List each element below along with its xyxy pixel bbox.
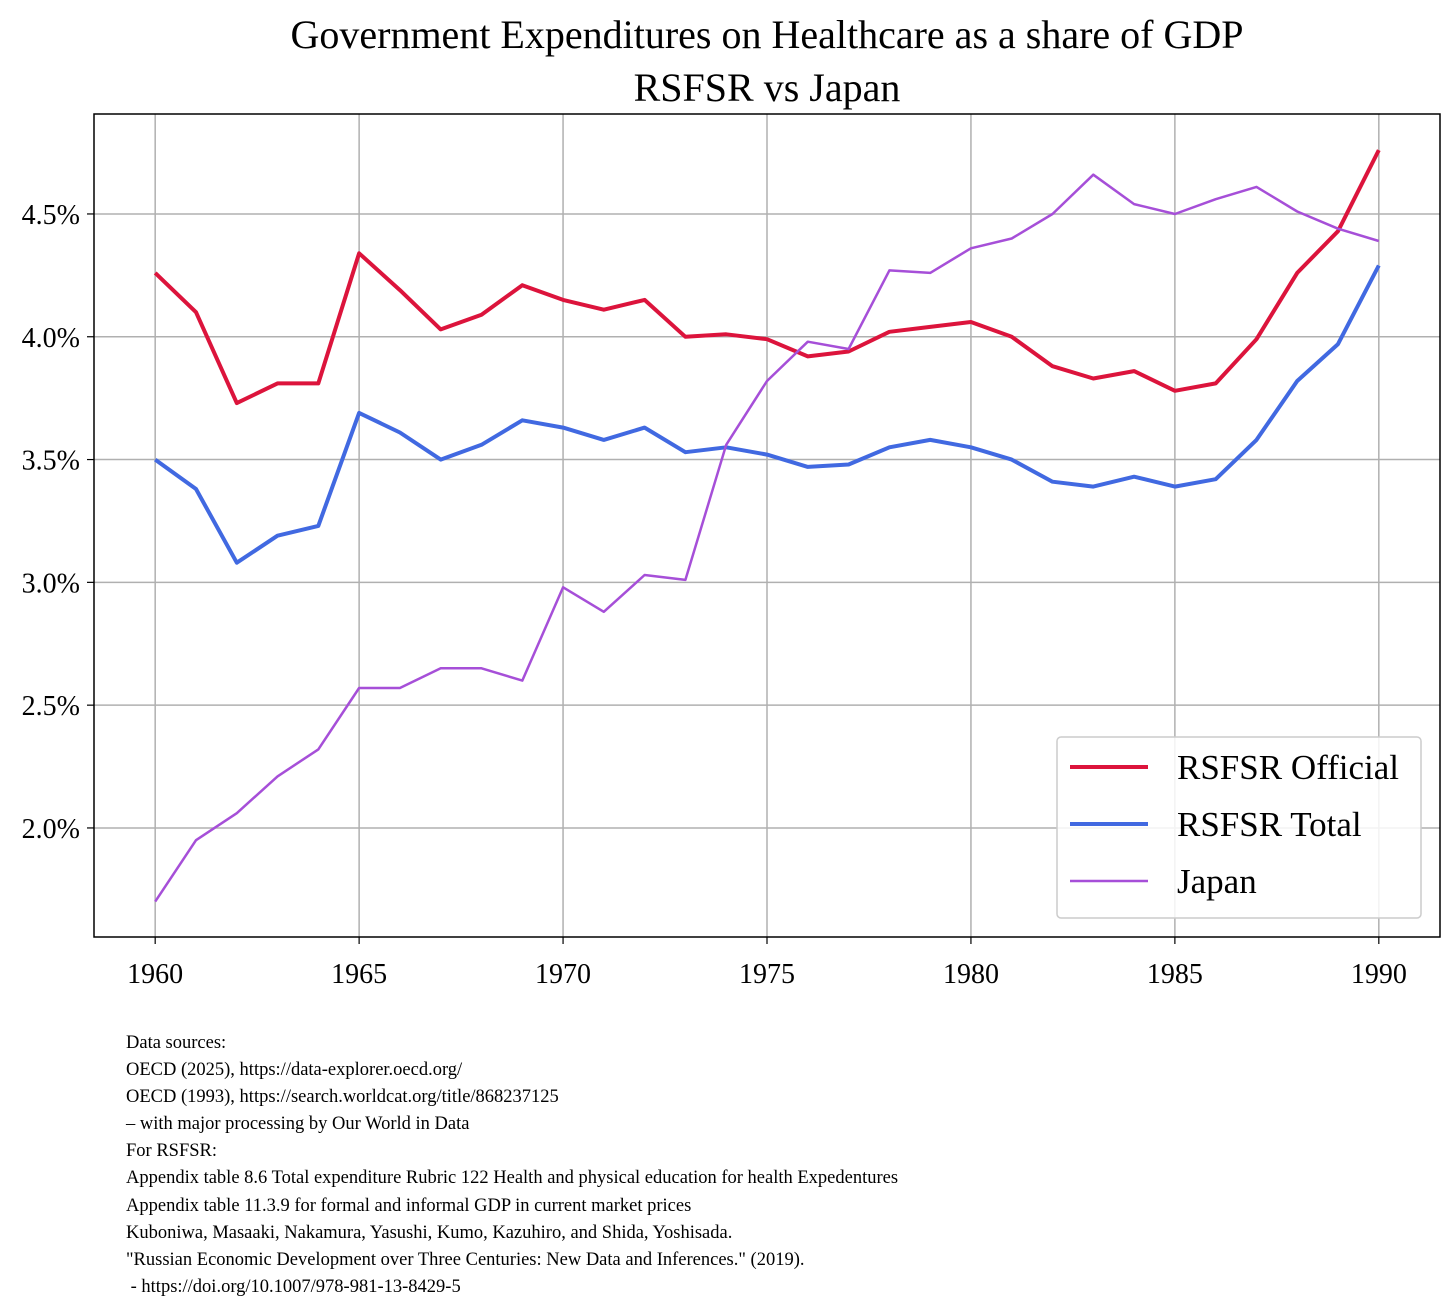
x-tick-label: 1970 bbox=[535, 959, 591, 990]
y-tick-label: 3.5% bbox=[22, 446, 80, 477]
grid bbox=[94, 114, 1440, 937]
source-line: – with major processing by Our World in … bbox=[126, 1114, 470, 1135]
legend-label: Japan bbox=[1177, 862, 1257, 901]
source-line: Kuboniwa, Masaaki, Nakamura, Yasushi, Ku… bbox=[126, 1222, 733, 1243]
legend-box bbox=[1056, 736, 1422, 919]
x-tick-label: 1985 bbox=[1147, 959, 1203, 990]
y-tick-label: 2.0% bbox=[22, 814, 80, 845]
x-tick-label: 1965 bbox=[331, 959, 387, 990]
x-axis: 1960 1965 1970 1975 1980 1985 1990 bbox=[127, 937, 1407, 990]
line-chart: Government Expenditures on Healthcare as… bbox=[22, 12, 1441, 990]
chart-subtitle: RSFSR vs Japan bbox=[634, 65, 901, 110]
legend: RSFSR Official RSFSR Total Japan bbox=[1056, 736, 1422, 919]
source-line: Appendix table 11.3.9 for formal and inf… bbox=[126, 1195, 692, 1216]
series-lines bbox=[153, 149, 1381, 903]
y-axis: 2.0% 2.5% 3.0% 3.5% 4.0% 4.5% bbox=[22, 200, 94, 845]
y-tick-label: 4.5% bbox=[22, 200, 80, 231]
data-sources: Data sources: OECD (2025), https://data-e… bbox=[126, 1030, 898, 1301]
chart-title: Government Expenditures on Healthcare as… bbox=[290, 12, 1243, 57]
x-tick-label: 1980 bbox=[943, 959, 999, 990]
x-tick-label: 1975 bbox=[739, 959, 795, 990]
source-line: For RSFSR: bbox=[126, 1141, 218, 1162]
legend-label: RSFSR Official bbox=[1177, 748, 1399, 787]
source-line: OECD (2025), https://data-explorer.oecd.… bbox=[126, 1060, 463, 1081]
source-line: Appendix table 8.6 Total expenditure Rub… bbox=[126, 1168, 899, 1189]
y-tick-label: 2.5% bbox=[22, 691, 80, 722]
source-line: Data sources: bbox=[126, 1033, 227, 1053]
source-line: "Russian Economic Development over Three… bbox=[126, 1249, 805, 1270]
x-tick-label: 1960 bbox=[127, 959, 183, 990]
y-tick-label: 3.0% bbox=[22, 568, 80, 599]
x-tick-label: 1990 bbox=[1351, 959, 1407, 990]
y-tick-label: 4.0% bbox=[22, 323, 80, 354]
source-line: OECD (1993), https://search.worldcat.org… bbox=[126, 1087, 559, 1108]
source-line: - https://doi.org/10.1007/978-981-13-842… bbox=[126, 1276, 461, 1297]
legend-label: RSFSR Total bbox=[1177, 805, 1362, 844]
